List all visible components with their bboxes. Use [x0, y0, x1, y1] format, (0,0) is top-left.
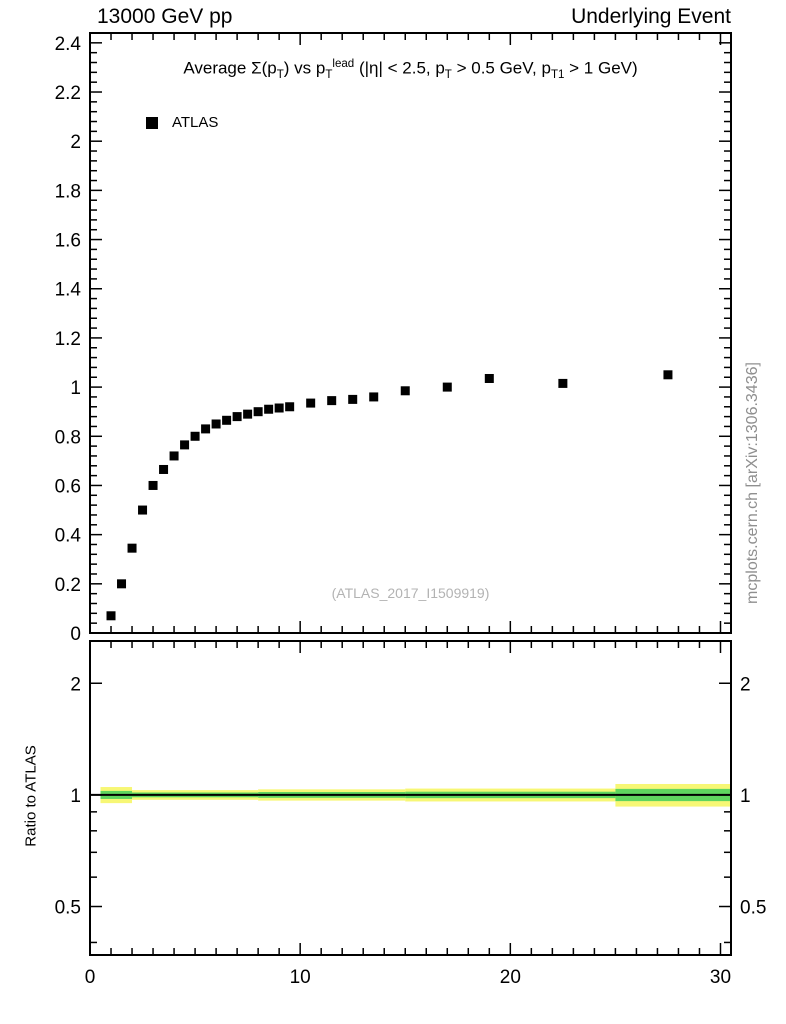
plot-title: Average Σ(pT) vs pTlead (|η| < 2.5, pT >…	[183, 58, 638, 82]
main-y-tick-label: 2.2	[55, 83, 81, 104]
data-point	[190, 431, 200, 441]
data-point	[253, 407, 263, 417]
data-point	[274, 403, 284, 413]
ratio-y-tick-label: 2	[70, 674, 81, 695]
data-point	[327, 396, 337, 406]
data-point	[148, 480, 158, 490]
data-point	[264, 404, 274, 414]
data-point	[442, 382, 452, 392]
data-point	[159, 464, 169, 474]
data-point	[663, 370, 673, 380]
data-point	[484, 373, 494, 383]
ratio-y-tick-label-right: 1	[740, 786, 751, 807]
data-point	[106, 611, 116, 621]
data-point	[180, 440, 190, 450]
ratio-axis-title: Ratio to ATLAS	[22, 745, 40, 847]
data-point	[285, 402, 295, 412]
data-point	[306, 398, 316, 408]
data-point	[169, 451, 179, 461]
data-point	[201, 424, 211, 434]
x-tick-label: 10	[290, 967, 311, 988]
data-point	[138, 505, 148, 515]
data-point	[400, 386, 410, 396]
data-point	[117, 579, 127, 589]
atlas-square-marker-icon	[146, 116, 158, 129]
x-tick-label: 20	[500, 967, 521, 988]
axis-ticks	[89, 33, 731, 955]
data-point	[243, 409, 253, 419]
ratio-y-tick-label-right: 2	[740, 674, 751, 695]
analysis-type-label: Underlying Event	[571, 5, 731, 28]
legend: ATLAS	[146, 114, 218, 131]
data-point	[127, 543, 137, 553]
series-atlas-points	[106, 370, 673, 621]
beam-energy-label: 13000 GeV pp	[97, 5, 233, 28]
data-point	[369, 392, 379, 402]
ratio-y-tick-label: 1	[70, 786, 81, 807]
main-y-tick-label: 0	[70, 624, 81, 645]
main-y-tick-label: 0.2	[55, 575, 81, 596]
legend-label-atlas: ATLAS	[172, 114, 219, 131]
data-point	[348, 394, 358, 404]
ratio-panel-frame	[89, 640, 732, 956]
main-y-tick-label: 1.2	[55, 329, 81, 350]
main-y-tick-label: 1	[70, 378, 81, 399]
ratio-y-tick-label-right: 0.5	[740, 898, 766, 919]
main-y-tick-label: 2.4	[55, 34, 82, 55]
main-y-tick-label: 0.6	[55, 476, 81, 497]
mcplots-attribution-label: mcplots.cern.ch [arXiv:1306.3436]	[744, 362, 761, 604]
x-tick-label: 30	[710, 967, 731, 988]
data-point	[558, 378, 568, 388]
axis-tick-labels: 0 0.2 0.4 0.6 0.8 1 1.2 1.4 1.6 1.8 2 2.2 2.4 0 10 20 30…	[55, 34, 767, 988]
main-y-tick-label: 1.4	[55, 280, 82, 301]
ratio-y-tick-label: 0.5	[55, 898, 81, 919]
x-tick-label: 0	[85, 967, 96, 988]
data-point	[232, 412, 242, 422]
data-point	[211, 419, 221, 429]
main-panel-frame	[89, 32, 732, 634]
main-y-tick-label: 1.8	[55, 181, 81, 202]
main-y-tick-label: 1.6	[55, 231, 81, 252]
main-y-tick-label: 0.4	[55, 526, 82, 547]
data-point	[222, 415, 232, 425]
main-y-tick-label: 0.8	[55, 427, 81, 448]
main-y-tick-label: 2	[70, 132, 81, 153]
analysis-id-watermark: (ATLAS_2017_I1509919)	[331, 585, 490, 601]
